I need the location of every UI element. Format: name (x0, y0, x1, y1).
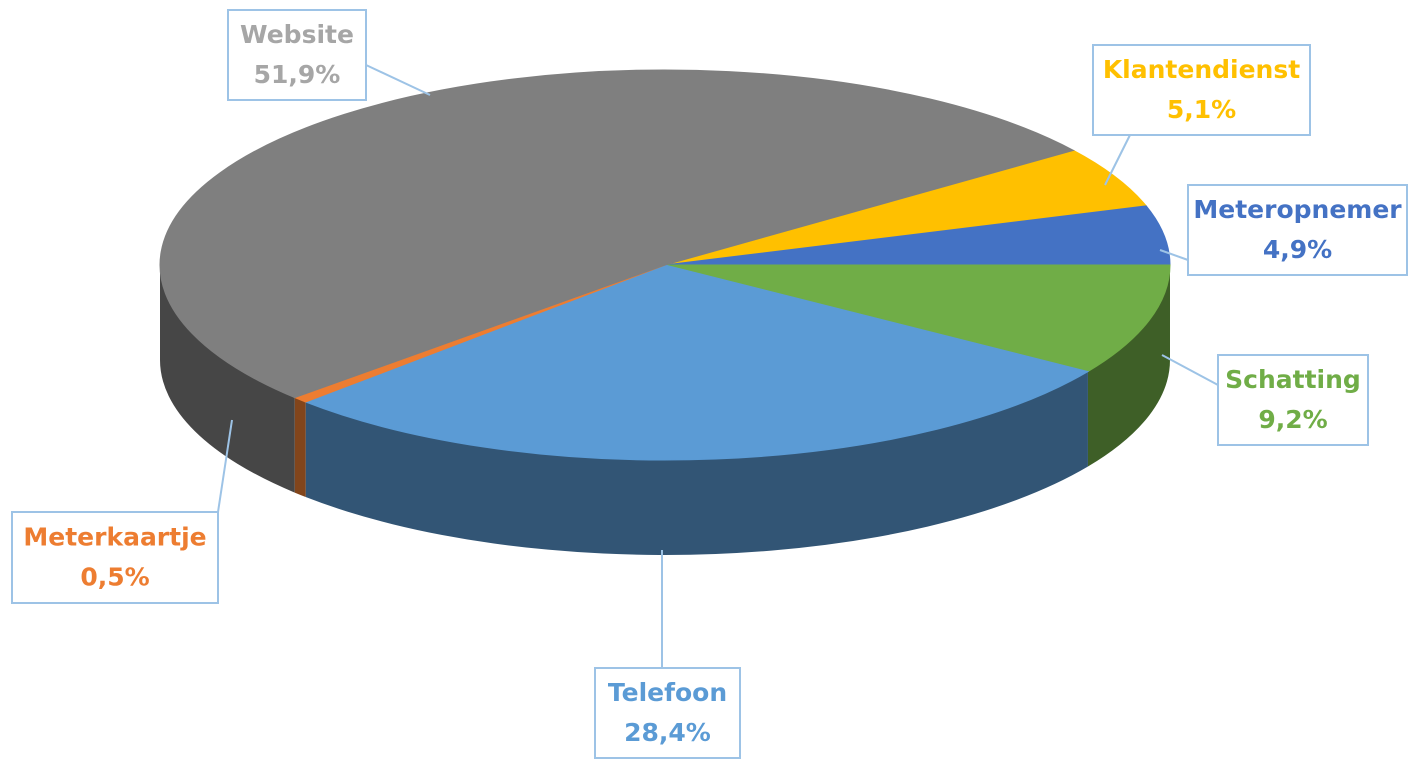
category-label: Website (240, 20, 354, 49)
label-box (1187, 184, 1408, 276)
value-label: 5,1% (1167, 95, 1236, 124)
value-label: 51,9% (254, 60, 341, 89)
slice-side (160, 265, 295, 493)
slice (159, 69, 1075, 399)
label-box (594, 667, 741, 759)
slice (664, 149, 1148, 266)
slice-side (1087, 265, 1170, 467)
callout-line (1104, 134, 1131, 186)
callout-line (1161, 354, 1219, 386)
label-box (11, 511, 219, 604)
category-label: Telefoon (608, 678, 727, 707)
slice (664, 264, 1171, 373)
value-label: 9,2% (1258, 405, 1327, 434)
slice (664, 205, 1171, 266)
label-box (227, 9, 367, 101)
label-box (1217, 354, 1369, 446)
callout-line (365, 64, 431, 96)
callout-line (1159, 249, 1189, 261)
category-label: Meterkaartje (23, 523, 206, 552)
category-label: Schatting (1225, 365, 1361, 394)
slice-side (294, 397, 306, 498)
value-label: 28,4% (624, 718, 711, 747)
callout-line (217, 419, 233, 513)
value-label: 4,9% (1263, 235, 1332, 264)
slice-side (305, 371, 1088, 555)
category-label: Klantendienst (1103, 55, 1300, 84)
category-label: Meteropnemer (1193, 195, 1402, 224)
label-box (1092, 44, 1311, 136)
value-label: 0,5% (80, 563, 149, 592)
slice (304, 264, 1090, 461)
